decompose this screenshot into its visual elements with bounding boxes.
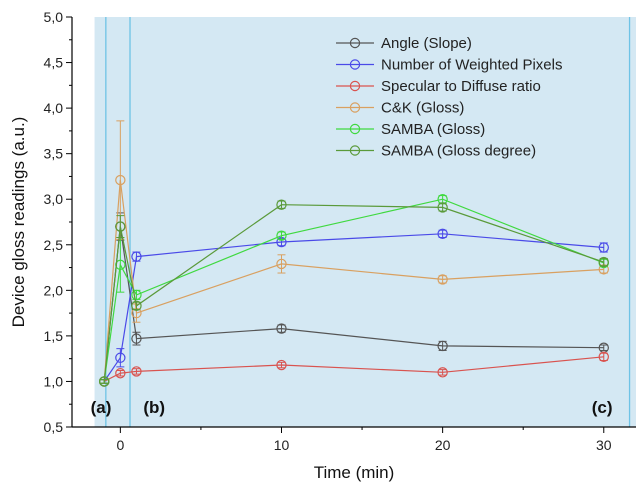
region-label-2: (c) [592,398,613,417]
axes-layer: 0,5 1,0 1,5 2,0 2,5 3,0 3,5 4,0 4,5 5,0 0 10 20 30 [44,9,636,453]
data-point [598,242,609,253]
legend-marker [349,123,361,135]
error-bar [132,368,141,375]
data-point [115,368,126,379]
error-bar [116,215,125,238]
series-line [103,356,604,382]
y-tick-label: 5,0 [44,9,64,25]
x-tick-label: 30 [596,437,612,453]
legend-marker [349,145,361,156]
series-5 [99,199,609,387]
series-layer [99,120,609,387]
data-point [131,289,142,301]
legend-marker [349,37,361,49]
legend-marker [349,59,361,70]
legend-item-2: Specular to Diffuse ratio [336,78,541,95]
data-point [276,199,287,210]
legend-label: SAMBA (Gloss degree) [381,143,536,160]
y-tick-label: 0,5 [44,419,64,435]
series-1 [99,228,609,387]
error-bar [100,379,109,384]
y-tick-label: 1,5 [44,328,64,344]
error-bar [277,361,286,369]
error-bar [116,348,125,368]
legend-item-5: SAMBA (Gloss degree) [336,143,536,160]
data-point [115,221,126,232]
data-point [437,340,448,352]
legend-label: C&K (Gloss) [381,100,464,117]
data-point [437,274,448,285]
data-point [131,300,142,312]
region-label-0: (a) [91,398,112,417]
y-tick-label: 4,5 [44,55,64,71]
legend-label: Angle (Slope) [381,35,472,52]
legend-label: Number of Weighted Pixels [381,57,562,74]
data-point [598,256,609,268]
data-point [131,251,142,262]
legend-marker [349,80,361,92]
error-bar [277,254,286,274]
region-labels-layer: (a) (b) (c) [91,398,613,417]
data-point [276,258,287,270]
data-point [276,323,287,334]
x-axis-title: Time (min) [314,463,395,482]
data-point [437,202,448,213]
legend-item-0: Angle (Slope) [336,35,472,52]
x-tick-label: 10 [274,437,290,453]
y-tick-label: 3,5 [44,146,64,162]
data-point [131,366,142,377]
error-bar [116,370,125,377]
y-tick-label: 4,0 [44,100,64,116]
data-point [437,367,448,378]
data-point [131,333,142,344]
legend-item-4: SAMBA (Gloss) [336,121,485,138]
y-tick-label: 1,0 [44,373,64,389]
data-point [598,351,609,363]
shaded-region-layer [94,17,636,427]
data-point [276,359,287,371]
legend-item-3: C&K (Gloss) [336,100,464,117]
y-tick-label: 2,0 [44,282,64,298]
y-axis-title: Device gloss readings (a.u.) [9,117,28,328]
data-point [115,352,126,363]
legend: Angle (Slope) Number of Weighted Pixels Sp… [336,35,562,160]
y-tick-label: 3,0 [44,191,64,207]
legend-marker [349,102,361,113]
y-tick-label: 2,5 [44,237,64,253]
data-point [276,230,287,241]
region-label-1: (b) [143,398,165,417]
series-line [103,180,604,382]
legend-label: Specular to Diffuse ratio [381,78,541,95]
shaded-region [94,17,636,427]
data-point [437,228,448,240]
x-tick-label: 0 [116,437,124,453]
legend-label: SAMBA (Gloss) [381,121,485,138]
legend-item-1: Number of Weighted Pixels [336,57,562,74]
series-line [103,204,604,382]
error-bar [599,344,608,351]
data-point [99,376,110,387]
error-bar [438,369,447,376]
data-point [115,174,126,186]
x-tick-label: 20 [435,437,451,453]
series-line [103,198,605,382]
